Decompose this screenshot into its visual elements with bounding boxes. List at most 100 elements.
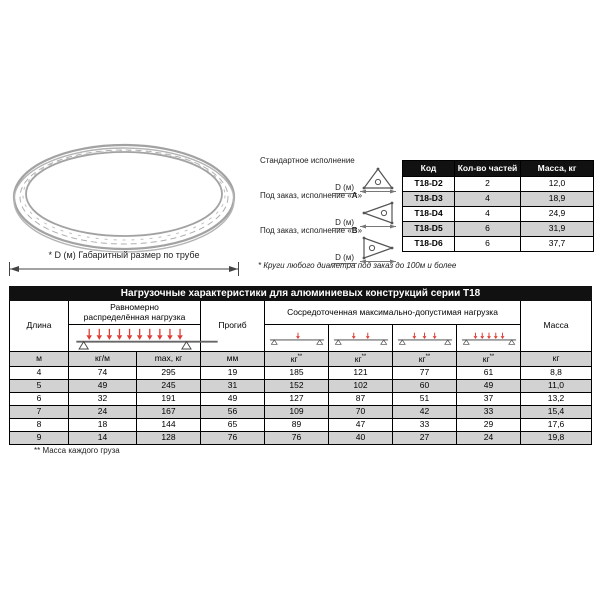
cell: 61 xyxy=(456,366,521,380)
table-row: T18-D5 6 31,9 xyxy=(402,221,594,237)
cell: 19 xyxy=(200,366,265,380)
table-row: 9 14 128 76 76 40 27 24 19,8 xyxy=(9,431,593,445)
cell: 31 xyxy=(200,379,265,393)
cell: 109 xyxy=(264,405,329,419)
col-concentrated-header: Сосредоточенная максимально-допустимая н… xyxy=(264,300,521,325)
circle-diameter-note: * Круги любого диаметра под заказ до 100… xyxy=(258,261,457,270)
part-count: 4 xyxy=(454,191,521,207)
parts-table-header: Код Кол-во частей Масса, кг xyxy=(402,160,594,177)
part-code: T18-D5 xyxy=(402,221,455,237)
cell: 32 xyxy=(68,392,137,406)
triangle-section-right-icon xyxy=(360,236,396,264)
load-table-group-header: Длина Равномерно распределённая нагрузка… xyxy=(9,300,593,352)
col-uniform-header: Равномерно распределённая нагрузка xyxy=(68,300,201,325)
part-count: 4 xyxy=(454,206,521,222)
point-load-2-cell xyxy=(328,324,393,352)
cell: 9 xyxy=(9,431,69,445)
distributed-load-icon xyxy=(76,328,218,350)
part-code: T18-D6 xyxy=(402,236,455,252)
cell: 8,8 xyxy=(519,366,593,380)
parts-col-mass: Масса, кг xyxy=(520,160,594,177)
table-row: T18-D6 6 37,7 xyxy=(402,236,594,252)
cell: 49 xyxy=(200,392,265,406)
cell: 76 xyxy=(264,431,329,445)
part-count: 6 xyxy=(454,221,521,237)
cell: 40 xyxy=(328,431,393,445)
cell: 49 xyxy=(68,379,137,393)
unit-kg-1: кг** xyxy=(264,351,329,367)
cell: 102 xyxy=(328,379,393,393)
cell: 128 xyxy=(136,431,201,445)
cell: 76 xyxy=(200,431,265,445)
part-mass: 31,9 xyxy=(520,221,594,237)
point-load-1-cell xyxy=(264,324,329,352)
cell: 65 xyxy=(200,418,265,432)
load-table-title: Нагрузочные характеристики для алюминиев… xyxy=(8,286,593,301)
option-standard-label: Стандартное исполнение xyxy=(260,156,355,165)
cell: 185 xyxy=(264,366,329,380)
part-code: T18-D2 xyxy=(402,176,455,192)
point-load-3-icon xyxy=(397,332,452,345)
part-mass: 24,9 xyxy=(520,206,594,222)
unit-kg-4: кг** xyxy=(456,351,521,367)
cell: 144 xyxy=(136,418,201,432)
col-mass-header: Масса xyxy=(519,300,593,352)
mass-footnote: ** Масса каждого груза xyxy=(34,446,120,455)
point-load-3-cell xyxy=(392,324,457,352)
cell: 47 xyxy=(328,418,393,432)
table-row: T18-D3 4 18,9 xyxy=(402,191,594,207)
unit-mm: мм xyxy=(200,351,265,367)
cell: 77 xyxy=(392,366,457,380)
part-mass: 37,7 xyxy=(520,236,594,252)
cell: 56 xyxy=(200,405,265,419)
cell: 70 xyxy=(328,405,393,419)
cell: 7 xyxy=(9,405,69,419)
cell: 5 xyxy=(9,379,69,393)
cell: 19,8 xyxy=(519,431,593,445)
cell: 51 xyxy=(392,392,457,406)
table-row: 6 32 191 49 127 87 51 37 13,2 xyxy=(9,392,593,406)
col-length-header: Длина xyxy=(9,300,69,352)
unit-kg-mass: кг xyxy=(519,351,593,367)
table-row: T18-D2 2 12,0 xyxy=(402,176,594,192)
cell: 167 xyxy=(136,405,201,419)
point-load-2-icon xyxy=(333,332,388,345)
part-count: 2 xyxy=(454,176,521,192)
option-b-label: Под заказ, исполнение «В» xyxy=(260,226,363,235)
part-mass: 18,9 xyxy=(520,191,594,207)
cell: 89 xyxy=(264,418,329,432)
cell: 11,0 xyxy=(519,379,593,393)
cell: 24 xyxy=(456,431,521,445)
table-row: T18-D4 4 24,9 xyxy=(402,206,594,222)
cell: 18 xyxy=(68,418,137,432)
cell: 29 xyxy=(456,418,521,432)
truss-ring-drawing xyxy=(12,143,236,253)
cell: 245 xyxy=(136,379,201,393)
cell: 87 xyxy=(328,392,393,406)
cell: 15,4 xyxy=(519,405,593,419)
load-table-diagram-row xyxy=(10,324,592,352)
cell: 74 xyxy=(68,366,137,380)
parts-table: Код Кол-во частей Масса, кг T18-D2 2 12,… xyxy=(402,160,594,252)
cell: 24 xyxy=(68,405,137,419)
option-a-dim-label: D (м) xyxy=(332,218,357,229)
cell: 152 xyxy=(264,379,329,393)
load-characteristics-table: Нагрузочные характеристики для алюминиев… xyxy=(8,286,593,445)
ring-dimension-caption: * D (м) Габаритный размер по трубе xyxy=(48,250,200,260)
part-mass: 12,0 xyxy=(520,176,594,192)
option-b-dim-label: D (м) xyxy=(332,253,357,264)
cell: 6 xyxy=(9,392,69,406)
cell: 17,6 xyxy=(519,418,593,432)
distributed-load-cell xyxy=(68,324,218,352)
triangle-section-up-icon xyxy=(360,167,396,194)
part-code: T18-D4 xyxy=(402,206,455,222)
unit-kg-3: кг** xyxy=(392,351,457,367)
point-load-5-cell xyxy=(456,324,521,352)
cell: 191 xyxy=(136,392,201,406)
unit-m: м xyxy=(9,351,69,367)
cell: 14 xyxy=(68,431,137,445)
option-a: Под заказ, исполнение «А» D (м) xyxy=(260,191,398,229)
cell: 121 xyxy=(328,366,393,380)
cell: 42 xyxy=(392,405,457,419)
